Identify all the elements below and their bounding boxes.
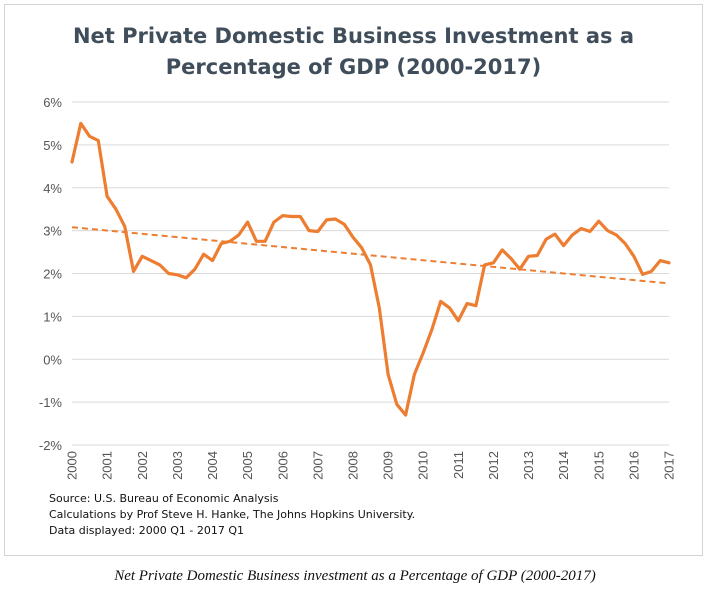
y-tick-label: 3%: [43, 224, 62, 239]
x-tick-label: 2015: [591, 451, 606, 480]
y-tick-label: 2%: [43, 267, 62, 282]
y-tick-label: 0%: [43, 352, 62, 367]
calculation-note: Calculations by Prof Steve H. Hanke, The…: [49, 508, 416, 521]
y-tick-label: 1%: [43, 309, 62, 324]
x-tick-label: 2000: [65, 451, 80, 480]
x-tick-label: 2011: [451, 451, 466, 479]
y-axis-ticks: 6% 5% 4% 3% 2% 1% 0% -1% -2%: [39, 95, 63, 453]
data-range-note: Data displayed: 2000 Q1 - 2017 Q1: [49, 524, 245, 537]
trend-line: [71, 226, 670, 285]
x-tick-label: 2006: [275, 451, 290, 480]
x-tick-label: 2012: [486, 451, 501, 480]
y-tick-label: -1%: [39, 395, 63, 410]
x-tick-label: 2013: [521, 451, 536, 480]
investment-series-line: [70, 121, 671, 417]
chart-notes: Source: U.S. Bureau of Economic Analysis…: [49, 491, 415, 539]
grid-lines: [72, 101, 669, 446]
chart-title-line: Net Private Domestic Business Investment…: [72, 24, 634, 48]
line-chart: 6%5%4%3%2%1%0%-1%-2% 2000 2001 2002 2003 200…: [39, 95, 677, 480]
x-tick-label: 2009: [381, 451, 396, 480]
chart-title-line: Percentage of GDP (2000-2017): [165, 55, 542, 79]
x-tick-label: 2010: [416, 451, 431, 480]
source-note: Source: U.S. Bureau of Economic Analysis: [49, 492, 279, 505]
x-tick-label: 2004: [205, 451, 220, 480]
chart-title: Net Private Domestic Business Investment…: [5, 21, 702, 83]
series-lines: [70, 121, 671, 417]
y-tick-label: 5%: [43, 138, 62, 153]
x-tick-label: 2002: [135, 451, 150, 480]
y-tick-label: 4%: [43, 181, 62, 196]
x-tick-label: 2007: [310, 451, 325, 480]
chart-frame: Net Private Domestic Business Investment…: [4, 4, 703, 556]
x-tick-label: 2001: [100, 451, 115, 480]
x-tick-label: 2016: [626, 451, 641, 480]
x-axis-ticks: 2000 2001 2002 2003 2004 2005 2006 2007 2008 2009…: [65, 451, 677, 480]
x-tick-label: 2008: [345, 451, 360, 480]
y-tick-label: -2%: [39, 438, 63, 453]
x-tick-label: 2005: [240, 451, 255, 480]
x-tick-label: 2014: [556, 451, 571, 480]
figure-caption: Net Private Domestic Business investment…: [114, 568, 596, 584]
x-tick-label: 2017: [662, 451, 677, 480]
y-tick-label: 6%: [43, 95, 62, 110]
x-tick-label: 2003: [170, 451, 185, 480]
